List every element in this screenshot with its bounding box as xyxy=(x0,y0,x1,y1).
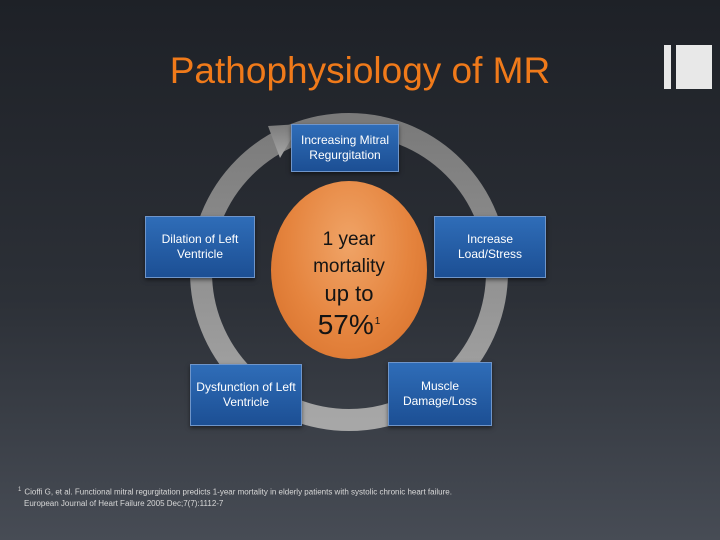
mortality-line-3: up to xyxy=(324,281,374,306)
footnote-ref: 1 xyxy=(374,315,381,327)
mortality-line-1: 1 year xyxy=(322,229,376,250)
cycle-step-left: Dilation of Left Ventricle xyxy=(145,216,255,278)
theme-logo-mark xyxy=(664,45,712,89)
mortality-circle: 1 year mortality up to 57%1 xyxy=(271,181,427,359)
mortality-line-2: mortality xyxy=(313,256,385,277)
logo-bar-wide xyxy=(676,45,712,89)
citation-footnote: 1 Cioffi G, et al. Functional mitral regu… xyxy=(18,485,708,509)
cycle-step-bottom-left: Dysfunction of Left Ventricle xyxy=(190,364,302,426)
footnote-line-1: Cioffi G, et al. Functional mitral regur… xyxy=(24,487,452,497)
cycle-step-label: Dysfunction of Left Ventricle xyxy=(196,380,296,409)
cycle-step-label: Muscle Damage/Loss xyxy=(402,379,478,408)
cycle-step-label: Increase Load/Stress xyxy=(457,232,523,261)
cycle-step-label: Increasing Mitral Regurgitation xyxy=(300,133,390,162)
footnote-line-2: European Journal of Heart Failure 2005 D… xyxy=(24,498,224,508)
cycle-step-top: Increasing Mitral Regurgitation xyxy=(291,124,399,172)
footnote-marker: 1 xyxy=(18,487,22,493)
mortality-value: 57%1 xyxy=(271,309,427,341)
cycle-step-right: Increase Load/Stress xyxy=(434,216,546,278)
cycle-step-bottom-right: Muscle Damage/Loss xyxy=(388,362,492,426)
slide-title: Pathophysiology of MR xyxy=(169,50,551,91)
logo-bar-thin xyxy=(664,45,671,89)
mortality-percent: 57% xyxy=(317,309,374,340)
cycle-step-label: Dilation of Left Ventricle xyxy=(161,232,239,261)
